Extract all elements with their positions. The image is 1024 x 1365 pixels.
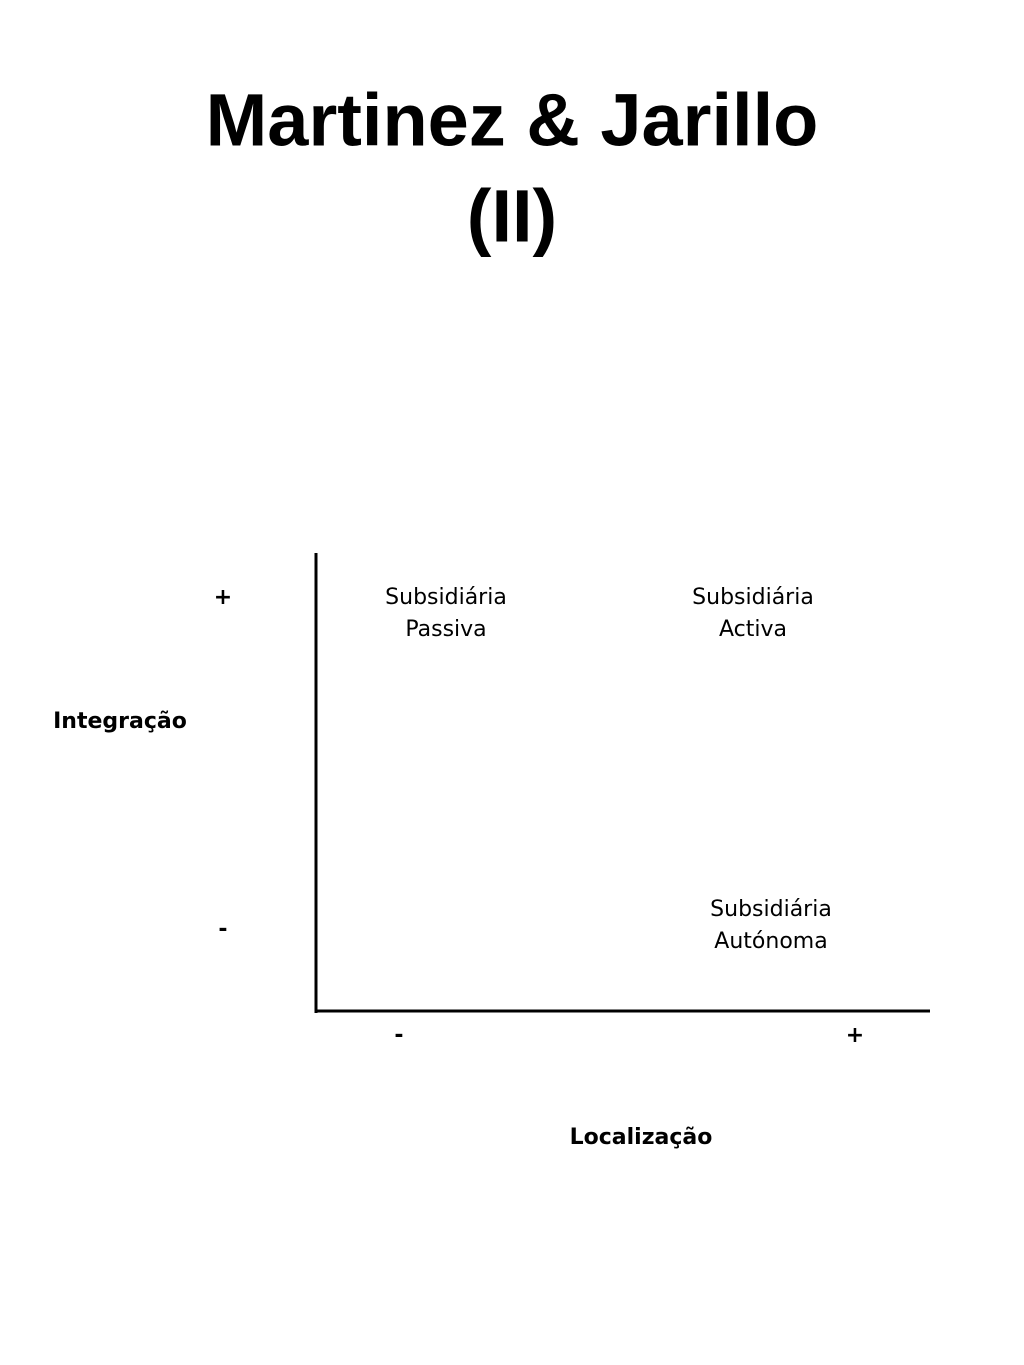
y-axis-label: Integração (53, 709, 187, 734)
quadrant-label: Subsidiária (385, 585, 507, 610)
title-line: (II) (467, 175, 557, 258)
quadrant-label: Autónoma (714, 929, 827, 954)
y-axis-low: - (218, 917, 227, 942)
quadrant-label: Passiva (405, 617, 486, 642)
y-axis-high: + (214, 585, 232, 610)
x-axis-label: Localização (570, 1125, 713, 1150)
quadrant-label: Activa (719, 617, 787, 642)
quadrant-label: Subsidiária (710, 897, 832, 922)
title-line: Martinez & Jarillo (206, 79, 819, 162)
quadrant-label: Subsidiária (692, 585, 814, 610)
x-axis-low: - (394, 1023, 403, 1048)
x-axis-high: + (846, 1023, 864, 1048)
